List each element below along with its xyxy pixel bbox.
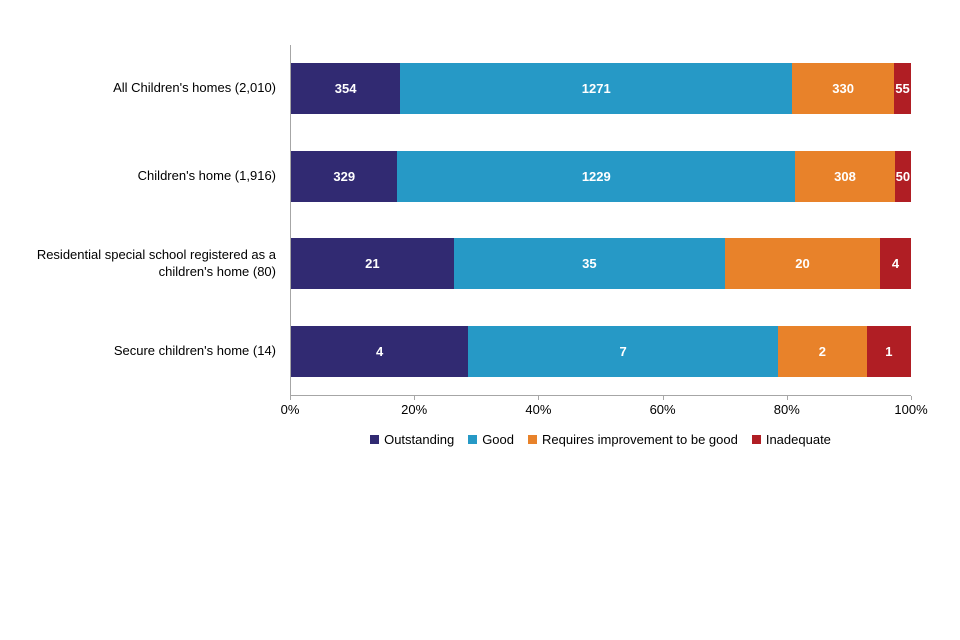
x-axis-tick-mark — [538, 396, 540, 400]
legend-swatch — [751, 435, 761, 444]
legend-swatch — [370, 435, 380, 444]
x-axis: 0% 20% 40% 60% 80% 100% — [281, 396, 928, 420]
bar-value-label: 1229 — [581, 168, 611, 184]
bar-value-label: 1271 — [581, 81, 611, 97]
bar-segment: 35 — [453, 238, 725, 290]
x-axis-tick-mark — [662, 396, 664, 400]
bar-segment: 20 — [725, 238, 880, 290]
x-axis-tick-mark — [911, 396, 912, 400]
category-label: All Children's homes (2,010) — [113, 80, 276, 96]
bar-value-label: 50 — [895, 168, 911, 184]
x-axis-tick-label: 20% — [401, 402, 428, 417]
bar-value-label: 2 — [818, 343, 827, 359]
bar-track: 4 7 2 1 — [291, 325, 911, 377]
x-axis-tick-mark — [290, 396, 291, 400]
bar-value-label: 7 — [619, 343, 627, 359]
legend-label: Good — [482, 432, 514, 447]
bar-value-label: 354 — [334, 81, 357, 97]
bar-segment: 2 — [778, 325, 867, 377]
category-label: Residential special school registered as… — [36, 246, 276, 279]
bar-row: 354 1271 330 55 — [291, 45, 911, 133]
category-label: Secure children's home (14) — [113, 342, 276, 358]
legend-item: Requires improvement to be good — [528, 432, 738, 447]
x-axis-tick-label: 100% — [894, 402, 928, 417]
bar-value-label: 20 — [795, 256, 810, 272]
legend-item: Outstanding — [370, 432, 454, 447]
stacked-bar-chart: All Children's homes (2,010) Children's h… — [20, 45, 940, 447]
chart-body: All Children's homes (2,010) Children's h… — [20, 45, 940, 396]
x-axis-tick-label: 40% — [525, 402, 552, 417]
bar-segment: 7 — [468, 325, 779, 377]
plot-area: 354 1271 330 55 329 1229 308 50 21 35 20 4 4 7 2 1 — [290, 45, 911, 396]
bar-value-label: 329 — [333, 168, 356, 184]
x-axis-tick-label: 60% — [649, 402, 676, 417]
bar-segment: 329 — [291, 150, 398, 202]
bar-segment: 1271 — [400, 63, 793, 115]
legend-swatch — [468, 435, 478, 444]
bar-segment: 308 — [795, 150, 895, 202]
legend-label: Requires improvement to be good — [542, 432, 738, 447]
legend: Outstanding Good Requires improvement to b… — [290, 432, 911, 447]
bar-segment: 4 — [880, 238, 911, 290]
x-axis-tick-label: 80% — [773, 402, 800, 417]
bar-value-label: 4 — [375, 343, 384, 359]
bar-segment: 1229 — [397, 150, 796, 202]
legend-label: Outstanding — [384, 432, 455, 447]
x-axis-tick-mark — [786, 396, 788, 400]
bar-value-label: 21 — [365, 256, 380, 272]
bar-value-label: 308 — [834, 168, 856, 184]
bar-segment: 21 — [291, 238, 454, 290]
bar-value-label: 1 — [885, 343, 893, 359]
bar-track: 21 35 20 4 — [291, 238, 911, 290]
x-axis-tick-mark — [414, 396, 416, 400]
bar-value-label: 330 — [832, 81, 854, 97]
bar-track: 329 1229 308 50 — [291, 150, 911, 202]
bar-value-label: 55 — [895, 81, 910, 97]
bar-segment: 1 — [866, 325, 911, 377]
legend-item: Inadequate — [751, 432, 831, 447]
bar-value-label: 4 — [891, 256, 900, 272]
bar-row: 21 35 20 4 — [291, 220, 911, 308]
category-axis: All Children's homes (2,010) Children's h… — [20, 45, 290, 396]
bar-segment: 55 — [894, 63, 911, 115]
legend-item: Good — [468, 432, 514, 447]
bar-segment: 354 — [291, 63, 401, 115]
bar-value-label: 35 — [582, 256, 597, 272]
bar-track: 354 1271 330 55 — [291, 63, 911, 115]
x-axis-tick-label: 0% — [280, 402, 300, 417]
legend-label: Inadequate — [765, 432, 831, 447]
bar-segment: 4 — [291, 325, 469, 377]
legend-swatch — [528, 435, 537, 444]
category-label: Children's home (1,916) — [137, 167, 276, 183]
bar-row: 4 7 2 1 — [291, 308, 911, 396]
bar-row: 329 1229 308 50 — [291, 133, 911, 221]
bar-segment: 330 — [792, 63, 895, 115]
bar-segment: 50 — [894, 150, 911, 202]
